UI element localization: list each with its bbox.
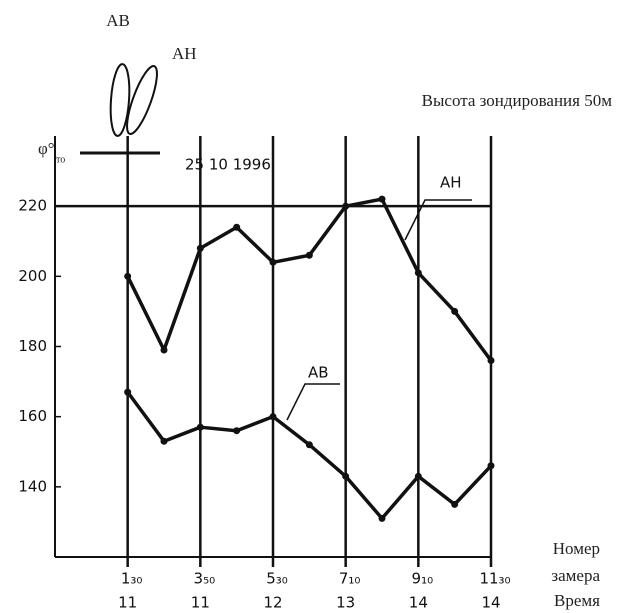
y-tick-label: 180 [18,337,47,355]
point [124,273,131,280]
point [197,245,204,252]
point [197,424,204,431]
x-tick-time: 14 [481,594,500,612]
date-label: 25 10 1996 [185,156,271,174]
point [124,389,131,396]
x-tick-label: 5₃₀ [266,570,288,588]
y-tick-label: 220 [18,197,47,215]
point [379,515,386,522]
point [451,308,458,315]
point [488,357,495,364]
x-tick-time: 11 [118,594,137,612]
x-tick-time: 14 [409,594,428,612]
x-tick-label: 3₅₀ [194,570,216,588]
x-tick-time: 11 [191,594,210,612]
series-label: АН [440,174,462,192]
y-axis-label: φ° [38,139,55,158]
point [451,501,458,508]
point [161,347,168,354]
y-axis-label-sub: то [56,154,65,165]
x-tick-time: 12 [263,594,282,612]
x-tick-label: 11₃₀ [479,570,510,588]
point [270,413,277,420]
x-tick-label: 7₁₀ [339,570,361,588]
antenna-label: АН [172,44,197,63]
x-axis-label: замера [551,566,600,585]
point [415,473,422,480]
point [233,224,240,231]
chart-title: Высота зондирования 50м [422,91,613,110]
point [233,427,240,434]
y-tick-label: 160 [18,407,47,425]
point [342,473,349,480]
point [306,252,313,259]
x-tick-label: 9₁₀ [412,570,434,588]
point [161,438,168,445]
y-tick-label: 140 [18,477,47,495]
point [415,269,422,276]
x-tick-label: 1₃₀ [121,570,143,588]
y-tick-label: 200 [18,267,47,285]
point [379,196,386,203]
point [342,203,349,210]
x-tick-time: 13 [336,594,355,612]
chart: АВ АН Высота зондирования 50м φ° то 25 1… [0,0,618,613]
antenna-label: АВ [106,11,130,30]
series-label: АВ [308,364,329,382]
point [488,462,495,469]
point [270,259,277,266]
point [306,441,313,448]
x-axis-sublabel: Время [554,591,600,610]
x-axis-label: Номер [553,539,600,558]
